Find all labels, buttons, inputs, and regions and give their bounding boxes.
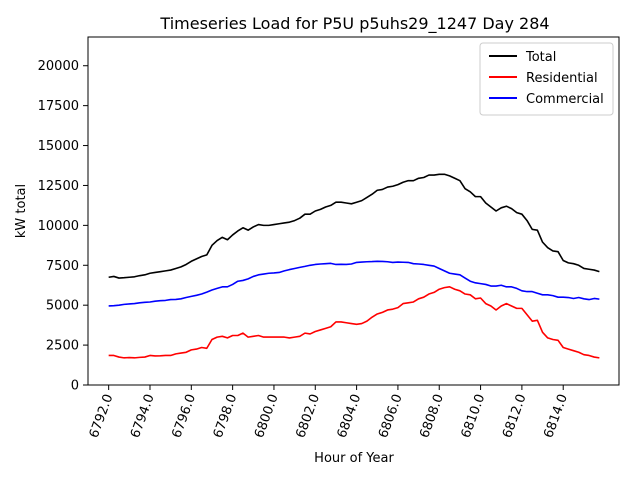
y-tick-label: 7500 (46, 259, 79, 274)
series-layer (108, 173, 600, 359)
y-tick-label: 12500 (38, 179, 79, 194)
y-tick-label: 10000 (38, 219, 79, 234)
y-tick-label: 5000 (46, 299, 79, 314)
y-tick-label: 0 (71, 379, 79, 394)
legend-label-residential: Residential (526, 71, 598, 86)
legend-label-commercial: Commercial (526, 92, 604, 107)
y-axis: 0 2500 5000 7500 10000 12500 15000 17500 20000 (38, 59, 88, 394)
series-line-residential (108, 286, 600, 359)
y-tick-label: 17500 (38, 99, 79, 114)
y-tick-label: 2500 (46, 339, 79, 354)
y-axis-label: kW total (14, 184, 29, 238)
y-tick-label: 20000 (38, 59, 79, 74)
series-line-total (108, 173, 600, 279)
chart-title: Timeseries Load for P5U p5uhs29_1247 Day… (159, 14, 549, 34)
series-line-commercial (108, 260, 600, 307)
plot-frame-border (87, 36, 620, 386)
y-tick-label: 15000 (38, 139, 79, 154)
legend-label-total: Total (525, 50, 556, 65)
legend: Total Residential Commercial (479, 42, 614, 116)
x-axis-label: Hour of Year (314, 451, 394, 466)
